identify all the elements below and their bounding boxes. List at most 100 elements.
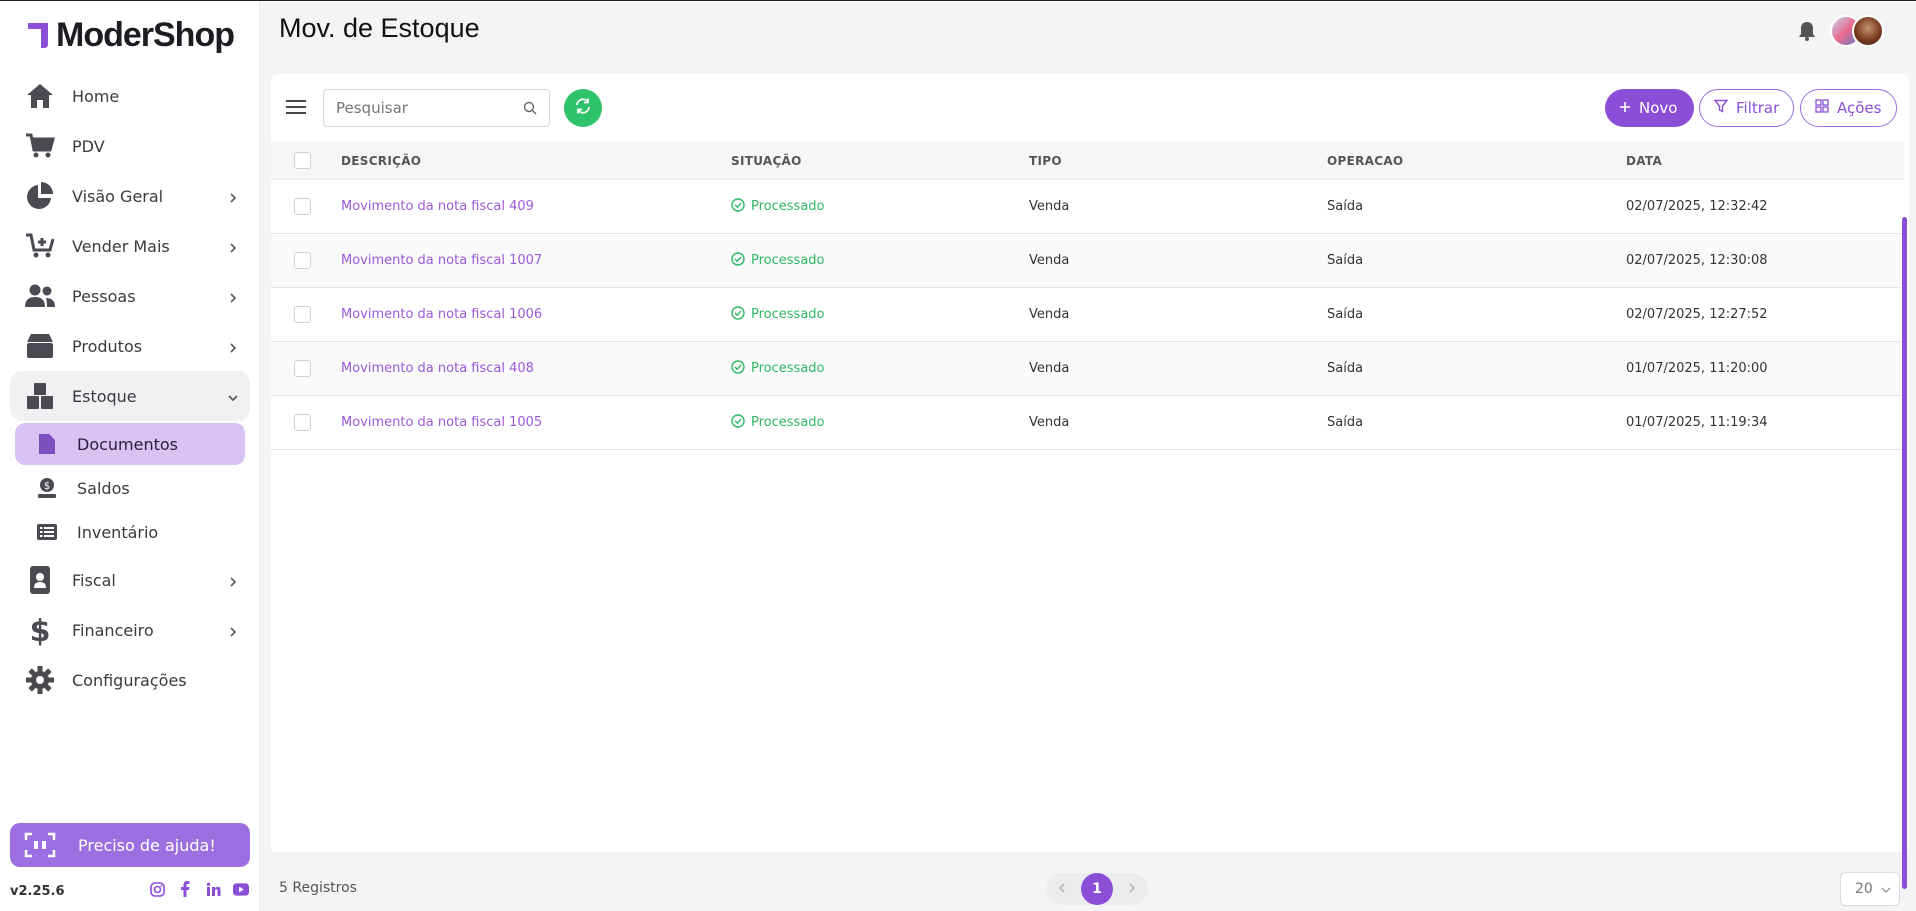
sidebar-item-label: Home — [72, 86, 120, 106]
sidebar-item-pessoas[interactable]: Pessoas — [10, 271, 250, 321]
status-badge: Processado — [731, 251, 825, 270]
pagination: 1 — [1046, 873, 1148, 905]
page-button-current[interactable]: 1 — [1081, 873, 1113, 905]
row-operacao: Saída — [1327, 307, 1364, 322]
status-text: Processado — [751, 415, 825, 430]
sidebar-item-label: Produtos — [72, 336, 143, 356]
documents-card: Novo Filtrar Ações DESCRIÇÃO SITUAÇÃO TI… — [271, 74, 1909, 889]
new-button[interactable]: Novo — [1605, 89, 1694, 127]
per-page-select[interactable]: 20 — [1840, 872, 1900, 906]
check-circle-icon — [731, 413, 745, 432]
row-data: 02/07/2025, 12:32:42 — [1626, 199, 1768, 214]
row-description-link[interactable]: Movimento da nota fiscal 408 — [341, 361, 534, 376]
chevron-right-icon — [228, 572, 238, 591]
row-tipo: Venda — [1029, 307, 1070, 322]
row-description-link[interactable]: Movimento da nota fiscal 1006 — [341, 307, 543, 322]
check-circle-icon — [731, 197, 745, 216]
filter-icon — [1713, 99, 1729, 117]
column-header-situacao[interactable]: SITUAÇÃO — [731, 153, 802, 168]
row-description-link[interactable]: Movimento da nota fiscal 1005 — [341, 415, 543, 430]
column-header-tipo[interactable]: TIPO — [1029, 153, 1062, 168]
sidebar-item-fiscal[interactable]: Fiscal — [10, 555, 250, 605]
row-checkbox[interactable] — [294, 360, 311, 377]
instagram-icon[interactable] — [149, 881, 165, 897]
search-input[interactable] — [336, 99, 516, 117]
app-logo[interactable]: ModerShop — [26, 15, 235, 55]
filter-button[interactable]: Filtrar — [1699, 89, 1794, 127]
row-description-link[interactable]: Movimento da nota fiscal 409 — [341, 199, 534, 214]
user-avatar — [1852, 15, 1884, 47]
facebook-icon[interactable] — [177, 881, 193, 897]
table-row[interactable]: Movimento da nota fiscal 408 Processado … — [271, 342, 1904, 396]
refresh-button[interactable] — [564, 89, 602, 127]
table-row[interactable]: Movimento da nota fiscal 409 Processado … — [271, 180, 1904, 234]
gear-icon — [24, 664, 56, 696]
list-icon — [35, 520, 59, 544]
sidebar-item-financeiro[interactable]: $ Financeiro — [10, 605, 250, 655]
row-description-link[interactable]: Movimento da nota fiscal 1007 — [341, 253, 543, 268]
sidebar-subitem-saldos[interactable]: $ Saldos — [15, 467, 245, 509]
row-checkbox[interactable] — [294, 414, 311, 431]
sidebar-item-configuracoes[interactable]: Configurações — [10, 655, 250, 705]
chevron-right-icon — [228, 622, 238, 641]
user-avatars[interactable] — [1830, 15, 1890, 49]
svg-text:$: $ — [30, 614, 50, 646]
logo-mark-icon — [26, 20, 52, 50]
row-checkbox[interactable] — [294, 198, 311, 215]
sidebar-item-vender-mais[interactable]: Vender Mais — [10, 221, 250, 271]
row-tipo: Venda — [1029, 415, 1070, 430]
bell-icon[interactable] — [1798, 21, 1818, 41]
app-version: v2.25.6 — [10, 884, 65, 899]
row-checkbox[interactable] — [294, 306, 311, 323]
sidebar-item-pdv[interactable]: PDV — [10, 121, 250, 171]
table-row[interactable]: Movimento da nota fiscal 1007 Processado… — [271, 234, 1904, 288]
sidebar-item-label: Pessoas — [72, 286, 136, 306]
sidebar-item-estoque[interactable]: Estoque — [10, 371, 250, 421]
sidebar-item-produtos[interactable]: Produtos — [10, 321, 250, 371]
menu-icon[interactable] — [285, 98, 307, 116]
sidebar-subitem-documentos[interactable]: Documentos — [15, 423, 245, 465]
status-badge: Processado — [731, 413, 825, 432]
filter-button-label: Filtrar — [1736, 99, 1780, 117]
sidebar-subitem-label: Inventário — [77, 522, 159, 542]
search-icon[interactable] — [523, 101, 537, 119]
chevron-down-icon — [1881, 883, 1891, 899]
column-header-data[interactable]: DATA — [1626, 153, 1663, 168]
logo-text: ModerShop — [56, 15, 235, 54]
next-page-icon[interactable] — [1128, 881, 1136, 897]
check-circle-icon — [731, 251, 745, 270]
search-box — [323, 89, 550, 127]
new-button-label: Novo — [1639, 99, 1678, 117]
youtube-icon[interactable] — [233, 881, 249, 897]
id-badge-icon — [24, 564, 56, 596]
sidebar-item-label: Fiscal — [72, 570, 116, 590]
social-links — [149, 881, 249, 897]
sidebar-item-label: PDV — [72, 136, 105, 156]
table-scrollbar[interactable] — [1902, 217, 1907, 889]
toolbar: Novo Filtrar Ações — [271, 74, 1909, 142]
help-button[interactable]: Preciso de ajuda! — [10, 823, 250, 867]
row-tipo: Venda — [1029, 361, 1070, 376]
home-icon — [24, 80, 56, 112]
sidebar-item-visao-geral[interactable]: Visão Geral — [10, 171, 250, 221]
row-checkbox[interactable] — [294, 252, 311, 269]
table-row[interactable]: Movimento da nota fiscal 1006 Processado… — [271, 288, 1904, 342]
sidebar-subitem-label: Documentos — [77, 434, 179, 454]
sidebar-item-home[interactable]: Home — [10, 71, 250, 121]
prev-page-icon[interactable] — [1058, 881, 1066, 897]
chevron-right-icon — [228, 188, 238, 207]
linkedin-icon[interactable] — [205, 881, 221, 897]
row-operacao: Saída — [1327, 361, 1364, 376]
sidebar: ModerShop Home PDV Visão Geral — [0, 1, 260, 911]
row-tipo: Venda — [1029, 253, 1070, 268]
column-header-operacao[interactable]: OPERACAO — [1327, 153, 1404, 168]
actions-button[interactable]: Ações — [1800, 89, 1897, 127]
chevron-right-icon — [228, 338, 238, 357]
dollar-icon: $ — [24, 614, 56, 646]
status-text: Processado — [751, 199, 825, 214]
status-text: Processado — [751, 253, 825, 268]
column-header-descricao[interactable]: DESCRIÇÃO — [341, 153, 422, 168]
table-row[interactable]: Movimento da nota fiscal 1005 Processado… — [271, 396, 1904, 450]
sidebar-subitem-inventario[interactable]: Inventário — [15, 511, 245, 553]
select-all-checkbox[interactable] — [294, 152, 311, 169]
